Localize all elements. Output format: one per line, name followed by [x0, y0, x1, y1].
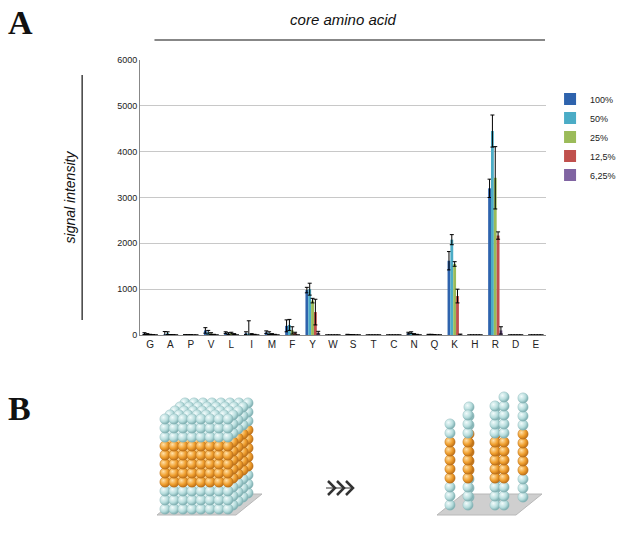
svg-text:A: A: [167, 339, 174, 350]
svg-text:1000: 1000: [117, 284, 137, 294]
svg-text:L: L: [229, 339, 235, 350]
svg-text:F: F: [289, 339, 295, 350]
svg-text:50%: 50%: [590, 114, 608, 124]
svg-text:6,25%: 6,25%: [590, 171, 616, 181]
svg-text:I: I: [250, 339, 253, 350]
svg-text:D: D: [512, 339, 519, 350]
svg-text:N: N: [410, 339, 417, 350]
svg-text:5000: 5000: [117, 101, 137, 111]
svg-text:W: W: [328, 339, 338, 350]
html-text:A: A: [8, 4, 33, 41]
svg-text:4000: 4000: [117, 147, 137, 157]
svg-text:M: M: [268, 339, 276, 350]
svg-text:0: 0: [132, 330, 137, 340]
svg-text:V: V: [208, 339, 215, 350]
svg-text:P: P: [187, 339, 194, 350]
svg-text:signal intensity: signal intensity: [62, 151, 78, 244]
svg-text:T: T: [370, 339, 376, 350]
svg-text:6000: 6000: [117, 55, 137, 65]
svg-text:12,5%: 12,5%: [590, 152, 616, 162]
svg-text:2000: 2000: [117, 238, 137, 248]
svg-text:H: H: [471, 339, 478, 350]
svg-text:C: C: [390, 339, 397, 350]
svg-text:S: S: [350, 339, 357, 350]
svg-text:G: G: [146, 339, 154, 350]
svg-text:Q: Q: [430, 339, 438, 350]
svg-text:3000: 3000: [117, 193, 137, 203]
svg-text:E: E: [533, 339, 540, 350]
svg-text:Y: Y: [309, 339, 316, 350]
svg-text:K: K: [451, 339, 458, 350]
html-text:B: B: [8, 390, 31, 427]
svg-text:25%: 25%: [590, 133, 608, 143]
svg-text:R: R: [492, 339, 499, 350]
svg-text:core amino acid: core amino acid: [290, 11, 397, 28]
svg-text:100%: 100%: [590, 95, 613, 105]
